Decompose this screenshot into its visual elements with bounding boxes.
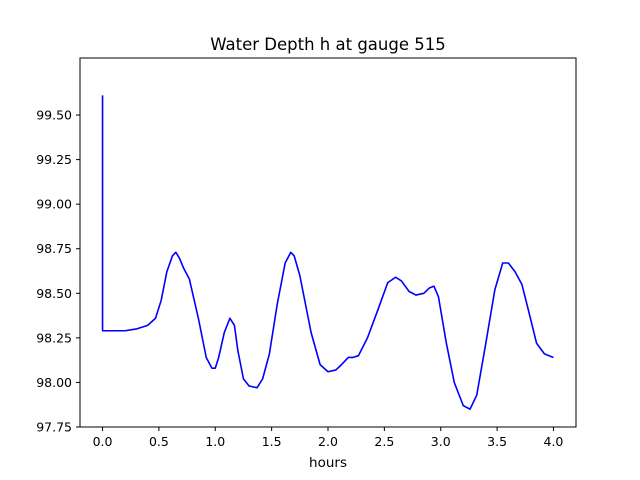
y-tick-label: 98.00 (36, 375, 72, 390)
y-tick-label: 99.25 (36, 152, 72, 167)
x-tick-label: 1.5 (262, 434, 282, 449)
y-tick-label: 99.00 (36, 197, 72, 212)
y-tick-label: 98.50 (36, 286, 72, 301)
y-tick-label: 98.75 (36, 241, 72, 256)
x-tick-label: 0.0 (93, 434, 113, 449)
x-tick-label: 1.0 (205, 434, 225, 449)
plot-frame (79, 57, 577, 428)
x-tick-label: 3.5 (487, 434, 507, 449)
y-tick-label: 99.50 (36, 108, 72, 123)
series-line-0 (101, 95, 554, 410)
x-tick-label: 2.0 (318, 434, 338, 449)
chart-title: Water Depth h at gauge 515 (210, 35, 445, 54)
x-tick-label: 2.5 (374, 434, 394, 449)
x-axis-label: hours (309, 455, 347, 471)
series-layer (101, 95, 554, 410)
tick-layer: 0.0 0.5 1.0 1.5 2.0 2.5 3.0 3.5 4.0 97.75 98.00 98.… (36, 108, 563, 449)
x-tick-label: 0.5 (149, 434, 169, 449)
x-tick-label: 3.0 (431, 434, 451, 449)
y-tick-label: 97.75 (36, 420, 72, 435)
y-tick-label: 98.25 (36, 330, 72, 345)
x-tick-label: 4.0 (544, 434, 564, 449)
